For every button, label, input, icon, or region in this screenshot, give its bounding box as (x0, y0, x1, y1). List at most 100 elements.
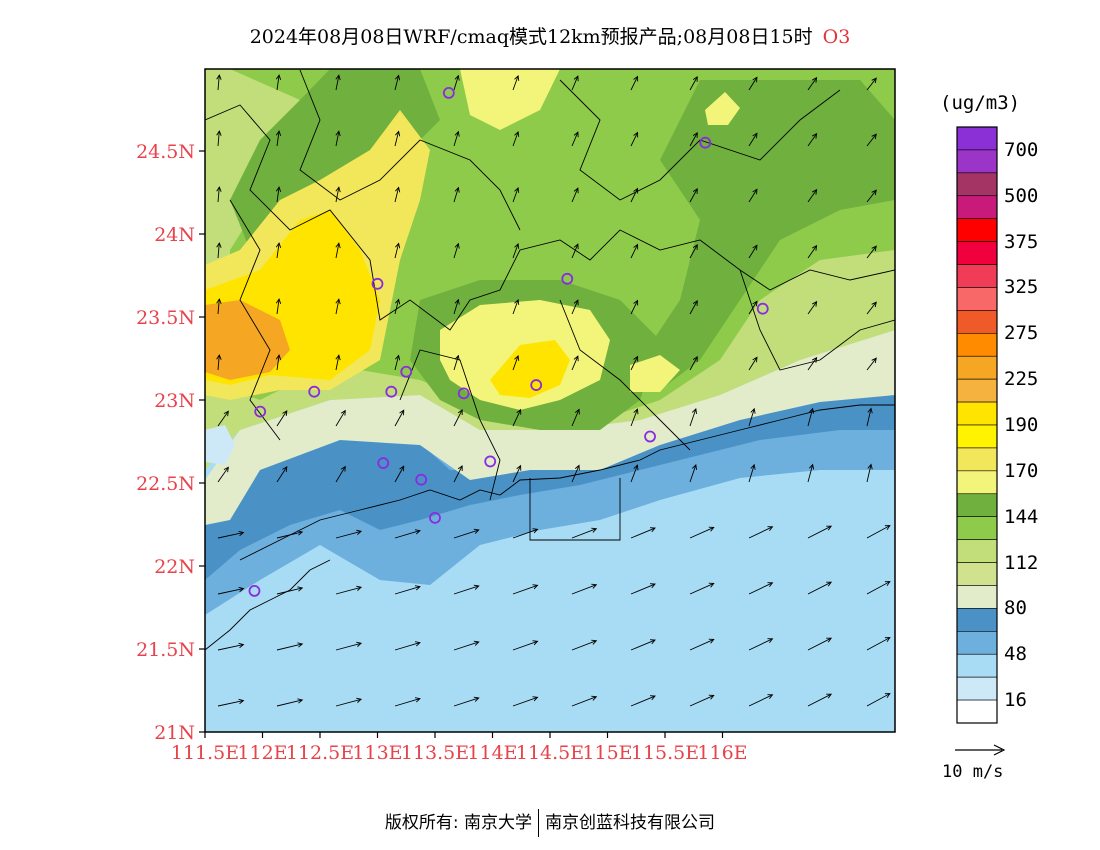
wind-arrow (689, 464, 697, 483)
wind-arrow (689, 527, 714, 539)
legend-swatch (956, 378, 998, 403)
wind-arrow-head (591, 583, 598, 589)
wind-arrow (689, 76, 698, 91)
site-marker (442, 87, 455, 99)
wind-arrow (276, 131, 280, 147)
wind-arrow-head (871, 189, 877, 196)
county-boundary (739, 269, 895, 371)
wind-arrow-head (532, 528, 539, 534)
wind-arrow (276, 299, 280, 315)
legend-swatch (956, 424, 998, 449)
legend-swatch (956, 333, 998, 357)
wind-arrow-head (633, 243, 639, 250)
wind-arrow-head (871, 357, 877, 364)
wind-arrow (571, 188, 579, 203)
lon-tick-label: 115.5E (631, 742, 699, 764)
map-title: 2024年08月08日WRF/cmaq模式12km预报产品;08月08日15时 O… (0, 22, 1100, 49)
wind-arrow (571, 584, 597, 595)
wind-arrow (394, 642, 421, 651)
wind-arrow (630, 695, 656, 707)
legend-tick-label: 144 (1004, 505, 1039, 528)
wind-arrow (512, 409, 522, 427)
wind-arrow (866, 464, 872, 483)
legend-frame (956, 126, 998, 724)
legend-swatch (956, 195, 998, 219)
wind-arrow (630, 244, 638, 259)
wind-arrow (453, 409, 463, 427)
wind-arrow (217, 187, 220, 203)
wind-arrow (571, 132, 579, 147)
wind-arrow (866, 408, 872, 427)
wind-arrow (276, 355, 280, 371)
wind-arrow (276, 75, 280, 91)
wind-arrow (866, 581, 891, 595)
wind-arrow-head (691, 464, 698, 470)
latitude-axis: 24.5N 24N 23.5N 23N 22.5N 22N 21.5N 21N (136, 141, 205, 744)
wind-arrow (453, 697, 479, 707)
wind-arrow (394, 410, 405, 427)
legend-swatch (956, 310, 998, 334)
site-marker (415, 473, 428, 486)
site-marker (699, 136, 712, 149)
wind-arrow-head (335, 354, 341, 361)
wind-arrow-head (454, 74, 460, 81)
legend-tick-label: 325 (1004, 276, 1039, 299)
wind-arrow (217, 243, 220, 259)
wind-arrow (276, 699, 303, 707)
legend-swatch (956, 241, 998, 265)
wind-arrow-head (238, 530, 245, 537)
wind-arrow (630, 583, 656, 595)
wind-arrow (748, 133, 758, 147)
wind-arrow-head (216, 130, 222, 136)
wind-arrow (217, 532, 244, 539)
wind-arrow-head (457, 465, 463, 471)
wind-arrow-head (297, 586, 304, 592)
wind-arrow-head (633, 131, 639, 138)
wind-arrow (335, 243, 340, 259)
wind-arrow (335, 131, 340, 147)
wind-arrow (630, 188, 638, 203)
land-pale-band (205, 330, 895, 525)
wind-arrow (807, 464, 814, 483)
wind-arrow-head (650, 527, 656, 533)
wind-arrow-head (395, 186, 401, 193)
legend-swatch (956, 287, 998, 311)
wind-arrow (453, 75, 459, 91)
wind-arrow-head (767, 638, 774, 644)
wind-arrow (217, 466, 229, 483)
wind-arrow (866, 301, 877, 315)
wind-arrow (276, 643, 303, 651)
copyright-footer: 版权所有: 南京大学 南京创蓝科技有限公司 (0, 808, 1100, 837)
county-boundary (299, 69, 521, 231)
wind-arrow (807, 189, 817, 203)
wind-arrow (630, 356, 638, 371)
wind-arrow (571, 409, 580, 427)
wind-arrow-head (871, 133, 877, 140)
wind-arrow (394, 355, 400, 371)
wind-arrow-head (811, 132, 818, 139)
wind-arrow-head (532, 640, 539, 646)
wind-arrow (217, 299, 220, 315)
wind-arrow-head (573, 131, 579, 138)
wind-arrow-head (395, 298, 401, 305)
copyright-right: 南京创蓝科技有限公司 (545, 813, 716, 833)
white-patch-west (205, 425, 235, 465)
wind-arrow-head (573, 187, 579, 194)
wind-arrow-head (414, 697, 421, 703)
wind-arrow-head (454, 298, 460, 305)
wind-arrow (335, 355, 340, 371)
wind-arrow (571, 696, 597, 707)
wind-arrow-head (767, 526, 774, 532)
legend-tick-label: 112 (1004, 551, 1039, 574)
wind-arrow-head (871, 77, 877, 84)
wind-arrow-head (591, 527, 598, 533)
legend-tick-label: 80 (1004, 597, 1027, 620)
wind-arrow-head (811, 244, 818, 251)
wind-arrow (571, 640, 597, 651)
wind-arrow (866, 133, 877, 147)
wind-arrow (276, 187, 280, 203)
wind-arrow-head (514, 186, 520, 193)
wind-arrow (217, 75, 220, 91)
wind-arrow (807, 77, 817, 91)
copyright-left: 版权所有: 南京大学 (384, 813, 533, 833)
